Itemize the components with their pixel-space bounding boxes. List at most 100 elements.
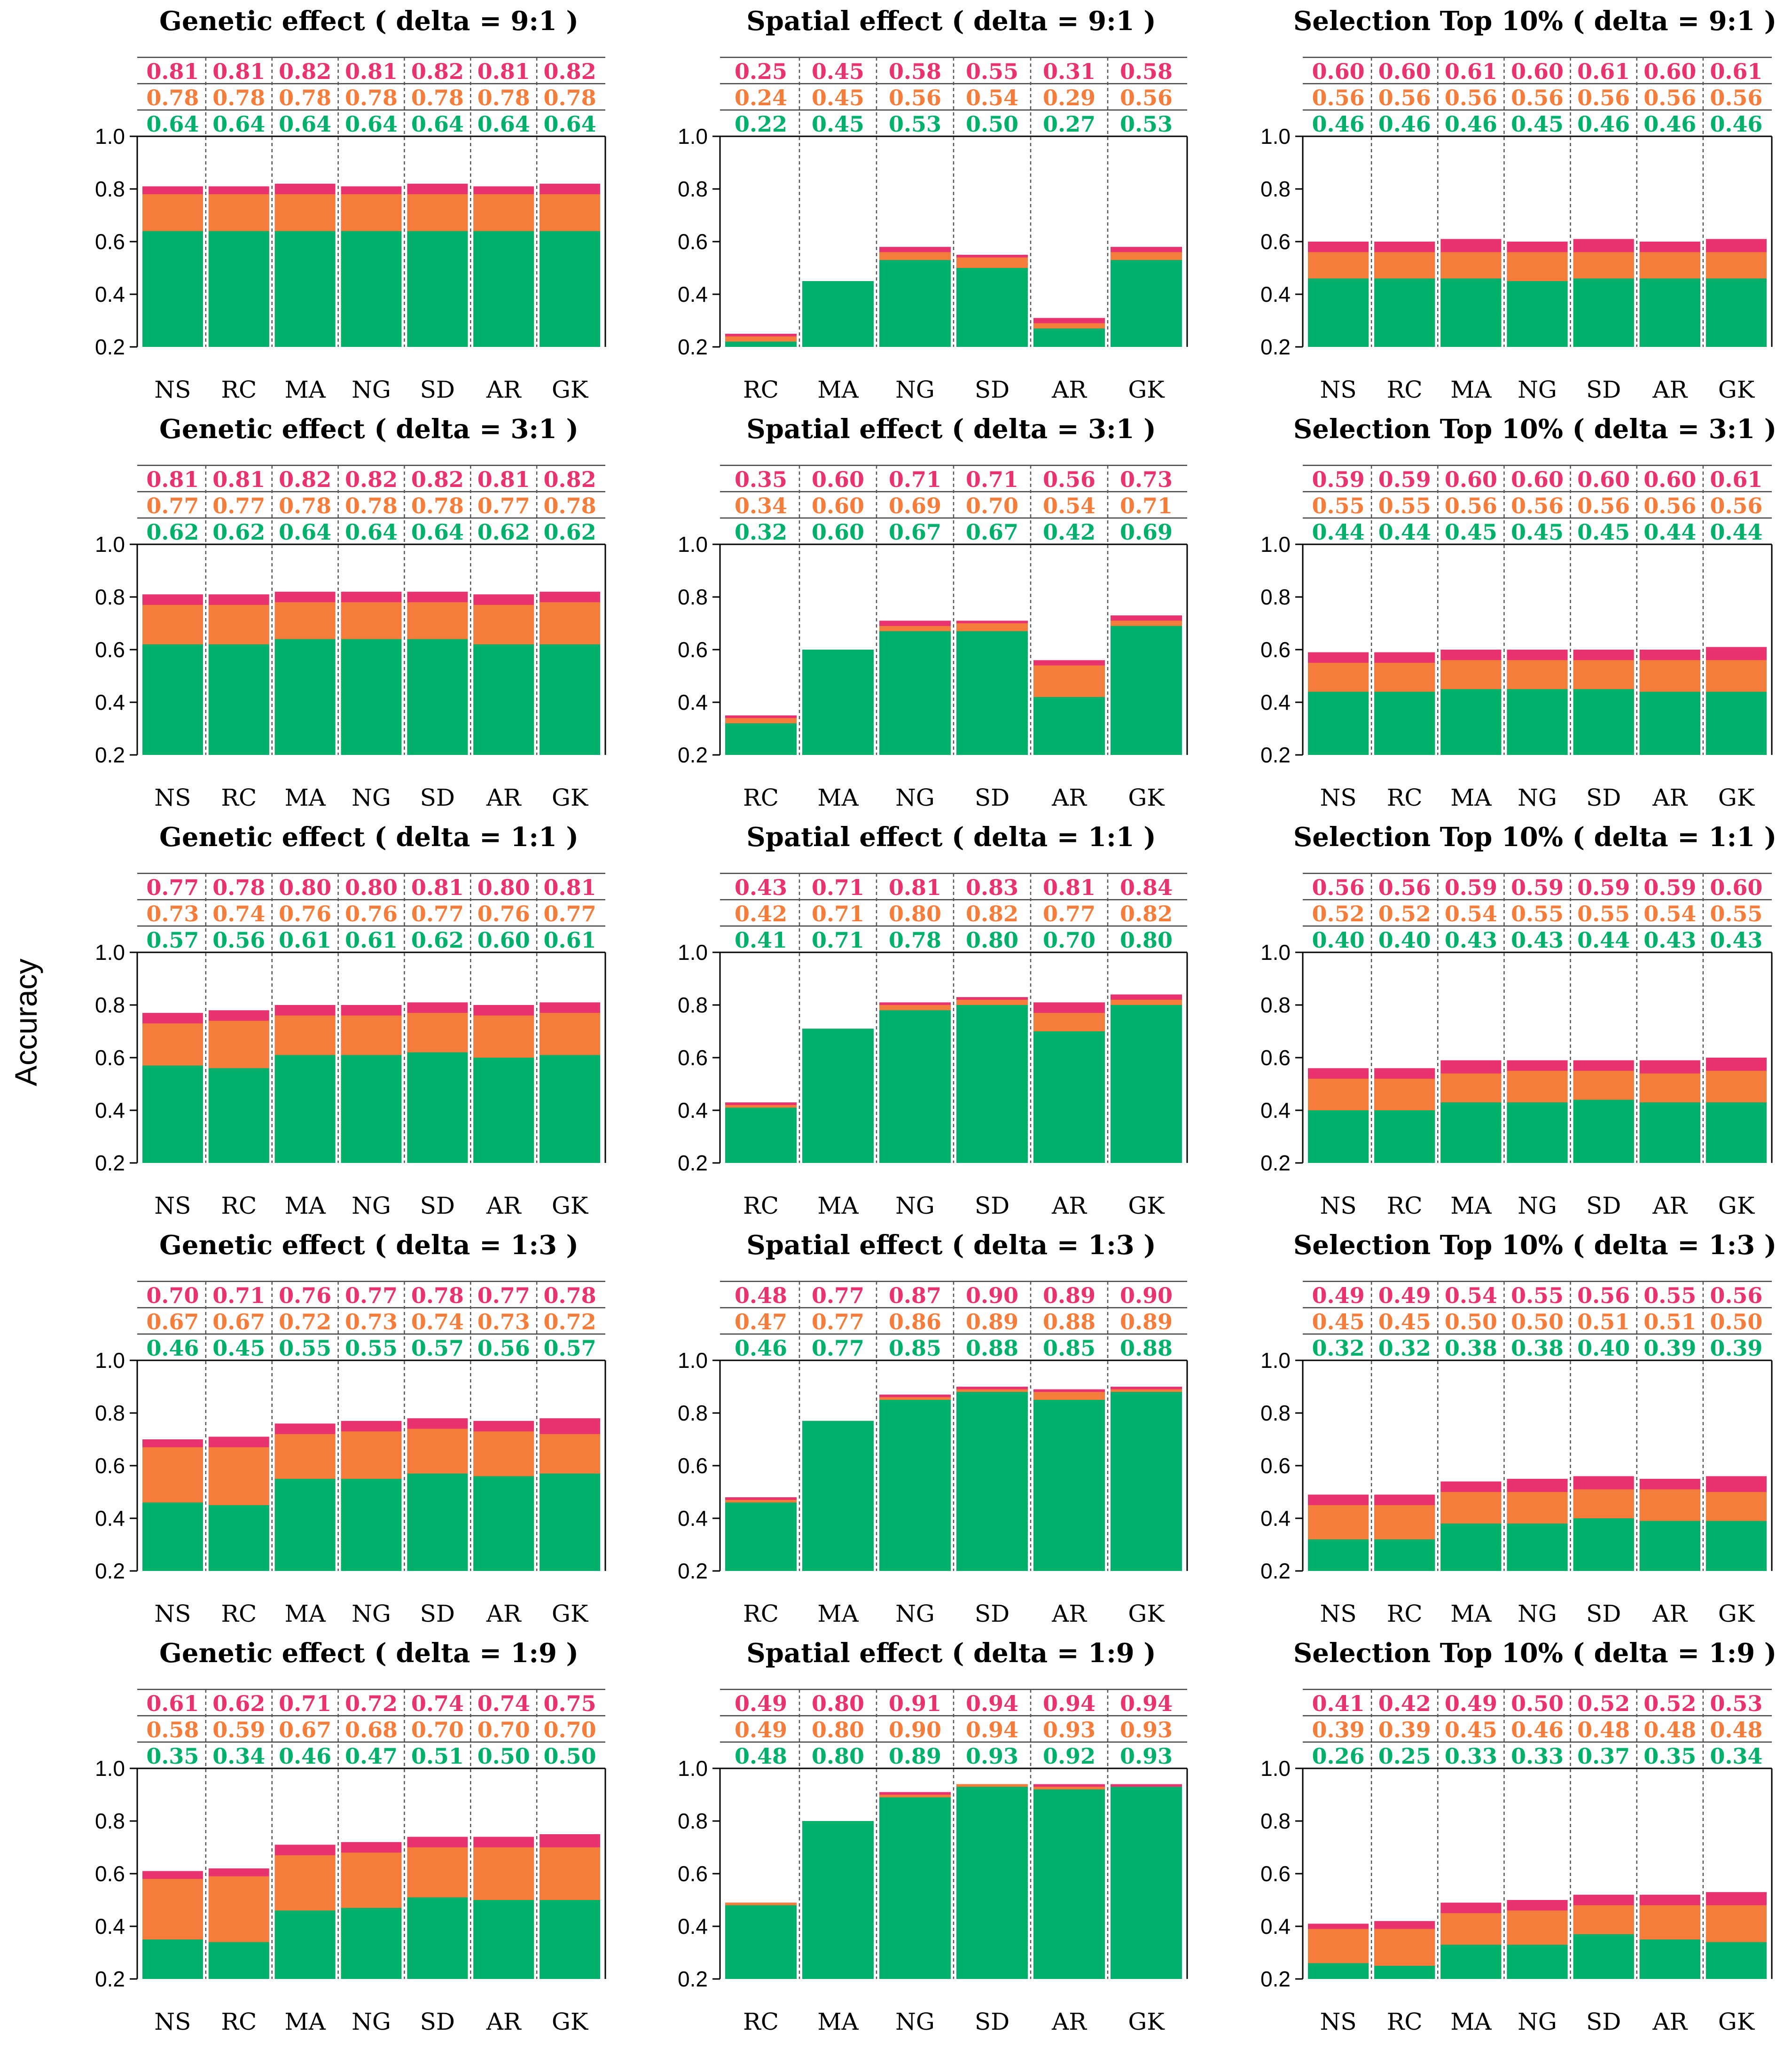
value-label-base: 0.64	[544, 111, 596, 137]
chart-panel: Selection Top 10% ( delta = 3:1 ) 0.2 0.4 0…	[1260, 414, 1776, 811]
x-category-label: NS	[154, 784, 191, 811]
value-label-mid: 0.56	[1643, 85, 1696, 110]
value-label-top: 0.81	[345, 59, 398, 84]
y-tick-label: 0.6	[1260, 1045, 1291, 1070]
y-tick-label: 1.0	[1260, 1756, 1291, 1781]
bar-segment-base	[208, 1942, 269, 1979]
value-label-top: 0.58	[1120, 59, 1173, 84]
value-label-mid: 0.78	[345, 85, 398, 110]
value-label-top: 0.70	[146, 1283, 199, 1308]
value-label-base: 0.33	[1445, 1743, 1497, 1769]
value-label-mid: 0.78	[544, 493, 596, 518]
value-label-top: 0.78	[212, 875, 265, 900]
value-label-base: 0.46	[1312, 111, 1365, 137]
y-tick-label: 0.2	[95, 1967, 125, 1991]
y-tick-label: 0.4	[95, 1914, 125, 1939]
x-category-label: MA	[1450, 1192, 1492, 1219]
x-category-label: GK	[1128, 2008, 1165, 2035]
bar-segment-base	[1706, 1102, 1767, 1163]
value-label-top: 0.80	[279, 875, 331, 900]
value-label-mid: 0.89	[966, 1309, 1018, 1335]
value-label-top: 0.81	[1043, 875, 1096, 900]
y-tick-label: 0.6	[1260, 1453, 1291, 1478]
bar-segment-base	[1308, 1963, 1369, 1979]
value-label-top: 0.49	[735, 1691, 787, 1716]
value-label-base: 0.47	[345, 1743, 398, 1769]
x-category-label: SD	[975, 376, 1009, 403]
bar-segment-base	[1033, 1400, 1105, 1571]
value-label-mid: 0.73	[345, 1309, 398, 1335]
bar-segment-base	[274, 1479, 336, 1571]
x-category-label: NS	[154, 1192, 191, 1219]
value-label-top: 0.43	[735, 875, 787, 900]
value-label-top: 0.55	[966, 59, 1018, 84]
bar-segment-base	[274, 231, 336, 347]
value-label-mid: 0.45	[1312, 1309, 1365, 1335]
value-label-top: 0.82	[544, 467, 596, 492]
value-label-top: 0.76	[279, 1283, 331, 1308]
x-category-label: AR	[486, 2008, 522, 2035]
x-category-label: NG	[1518, 1600, 1557, 1627]
value-label-top: 0.73	[1120, 467, 1173, 492]
y-tick-label: 0.2	[95, 335, 125, 359]
value-label-mid: 0.71	[812, 901, 864, 926]
x-category-label: SD	[420, 376, 455, 403]
bar-segment-base	[1507, 689, 1568, 755]
value-label-mid: 0.71	[1120, 493, 1173, 518]
y-tick-label: 0.2	[1260, 1967, 1291, 1991]
value-label-top: 0.81	[212, 467, 265, 492]
x-category-label: NS	[154, 1600, 191, 1627]
value-label-top: 0.31	[1043, 59, 1096, 84]
chart-panel: Genetic effect ( delta = 1:3 ) 0.2 0.4 0.6 0…	[95, 1230, 606, 1627]
value-label-mid: 0.55	[1312, 493, 1365, 518]
x-category-label: SD	[1586, 1600, 1621, 1627]
y-tick-label: 1.0	[95, 124, 125, 149]
bar-segment-base	[142, 644, 203, 755]
x-category-label: GK	[552, 376, 589, 403]
value-label-top: 0.59	[1643, 875, 1696, 900]
value-label-base: 0.45	[1445, 519, 1497, 545]
value-label-top: 0.56	[1378, 875, 1431, 900]
x-category-label: GK	[552, 784, 589, 811]
bar-segment-base	[341, 1055, 402, 1163]
value-label-mid: 0.45	[1378, 1309, 1431, 1335]
chart-panel: Selection Top 10% ( delta = 1:3 )0.20.40…	[1260, 1230, 1776, 1627]
y-axis-label: Accuracy	[8, 958, 43, 1086]
value-label-base: 0.64	[411, 519, 464, 545]
bar-segment-base	[1374, 278, 1435, 347]
bar-segment-base	[407, 231, 468, 347]
value-label-mid: 0.46	[1511, 1717, 1564, 1743]
x-category-label: AR	[1652, 1600, 1688, 1627]
value-label-top: 0.60	[1643, 467, 1696, 492]
bar-segment-base	[540, 1900, 600, 1979]
chart-panel: Spatial effect ( delta = 1:3 ) 0.2 0.4 0.6 0…	[678, 1230, 1188, 1627]
value-label-top: 0.49	[1445, 1691, 1497, 1716]
value-label-mid: 0.74	[411, 1309, 464, 1335]
value-label-mid: 0.82	[966, 901, 1018, 926]
value-label-base: 0.50	[477, 1743, 530, 1769]
bar-segment-base	[274, 1055, 336, 1163]
x-category-label: GK	[552, 1192, 589, 1219]
bar-segment-base	[956, 631, 1028, 755]
value-label-base: 0.38	[1445, 1335, 1497, 1361]
value-label-mid: 0.67	[146, 1309, 199, 1335]
value-label-top: 0.81	[212, 59, 265, 84]
bar-segment-base	[473, 231, 534, 347]
bar-segment-base	[1374, 1539, 1435, 1571]
y-tick-label: 0.2	[1260, 743, 1291, 767]
value-label-mid: 0.78	[279, 85, 331, 110]
value-label-base: 0.32	[735, 519, 787, 545]
y-tick-label: 0.4	[95, 282, 125, 306]
x-category-label: MA	[284, 2008, 326, 2035]
y-tick-label: 0.4	[1260, 1914, 1291, 1939]
y-tick-label: 0.4	[678, 1098, 708, 1123]
chart-panel: Genetic effect ( delta = 1:9 ) 0.2 0.4 0.6 0…	[95, 1638, 606, 2035]
x-category-label: GK	[552, 1600, 589, 1627]
value-label-mid: 0.56	[1577, 85, 1630, 110]
bar-segment-base	[407, 639, 468, 755]
bar-segment-base	[1573, 1099, 1634, 1163]
value-label-top: 0.71	[889, 467, 941, 492]
value-label-mid: 0.88	[1043, 1309, 1096, 1335]
value-label-base: 0.77	[812, 1335, 864, 1361]
value-label-mid: 0.42	[735, 901, 787, 926]
